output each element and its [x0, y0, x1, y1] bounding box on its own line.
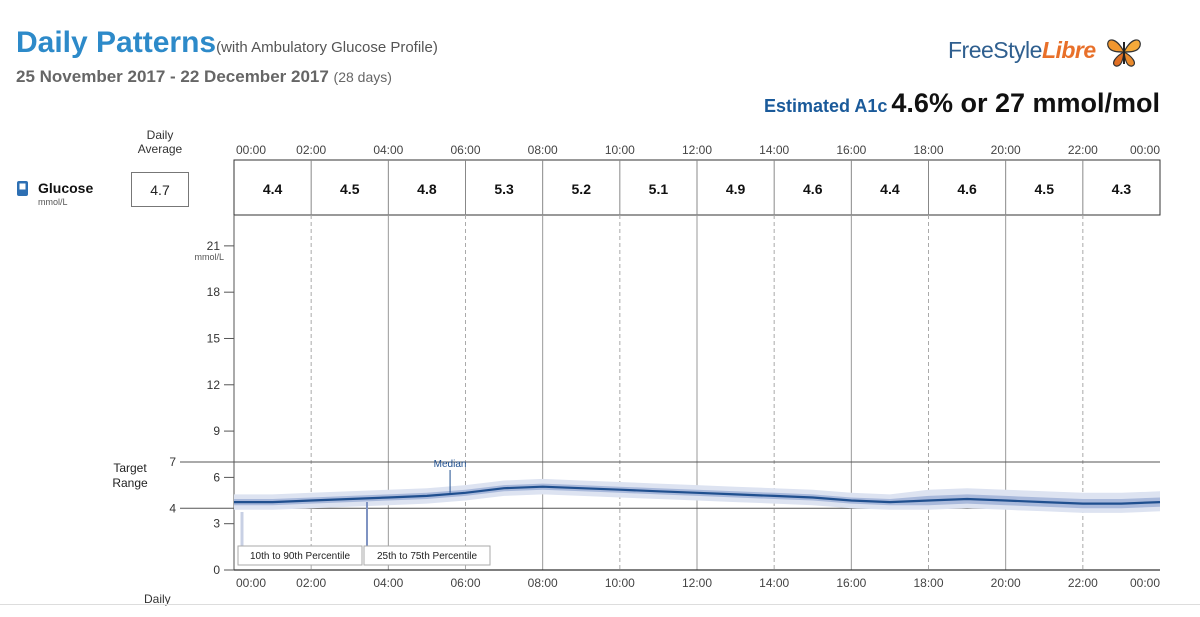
y-tick-label: 6 — [213, 470, 220, 484]
x-tick-label-top: 08:00 — [528, 143, 558, 157]
p25-75-label-box — [363, 545, 491, 566]
x-tick-label-top: 00:00 — [236, 143, 266, 157]
x-tick-label-bottom: 10:00 — [605, 576, 635, 590]
x-tick-label-bottom: 18:00 — [913, 576, 943, 590]
x-tick-label-top: 10:00 — [605, 143, 635, 157]
x-tick-label-bottom: 16:00 — [836, 576, 866, 590]
daily-footer-label: Daily — [144, 592, 171, 606]
x-tick-label-top: 06:00 — [450, 143, 480, 157]
date-range: 25 November 2017 - 22 December 2017 (28 … — [16, 67, 392, 87]
x-tick-label-bottom: 06:00 — [450, 576, 480, 590]
a1c-label: Estimated A1c — [764, 96, 888, 116]
x-tick-label-top: 22:00 — [1068, 143, 1098, 157]
hourly-average-value: 5.3 — [494, 181, 514, 197]
y-tick-label: 3 — [213, 517, 220, 531]
freestyle-libre-logo: FreeStyleLibre — [948, 34, 1144, 70]
p25-75-annotation: 25th to 75th Percentile — [377, 551, 478, 562]
x-tick-label-bottom: 02:00 — [296, 576, 326, 590]
hourly-average-value: 5.2 — [572, 181, 592, 197]
median-annotation: Median — [434, 459, 467, 470]
y-tick-label: 18 — [207, 285, 221, 299]
date-range-text: 25 November 2017 - 22 December 2017 — [16, 67, 329, 86]
hourly-average-value: 4.3 — [1112, 181, 1132, 197]
hourly-average-value: 4.4 — [880, 181, 900, 197]
x-tick-label-top: 20:00 — [991, 143, 1021, 157]
page-subtitle: (with Ambulatory Glucose Profile) — [216, 39, 438, 56]
p10-90-annotation: 10th to 90th Percentile — [250, 551, 351, 562]
hourly-average-value: 4.6 — [957, 181, 977, 197]
days-count: (28 days) — [333, 69, 392, 85]
x-tick-label-bottom: 04:00 — [373, 576, 403, 590]
x-tick-label-top: 14:00 — [759, 143, 789, 157]
glucose-sensor-icon — [17, 181, 28, 196]
bottom-divider — [0, 604, 1200, 605]
brand-accent-text: Libre — [1041, 37, 1096, 64]
title-text: Daily Patterns — [16, 26, 217, 59]
y-tick-label: 21 — [207, 239, 221, 253]
y-tick-label: 15 — [207, 331, 221, 345]
y-unit-label: mmol/L — [194, 252, 224, 262]
x-tick-label-bottom: 00:00 — [1130, 576, 1160, 590]
x-tick-label-top: 00:00 — [1130, 143, 1160, 157]
daily-average-header: Daily Average — [137, 128, 183, 156]
x-tick-label-bottom: 12:00 — [682, 576, 712, 590]
hourly-average-value: 4.6 — [803, 181, 823, 197]
brand-main-text: FreeStyle — [948, 37, 1042, 64]
hourly-average-value: 4.4 — [263, 181, 283, 197]
y-tick-label: 9 — [213, 424, 220, 438]
estimated-a1c: Estimated A1c 4.6% or 27 mmol/mol — [764, 88, 1160, 119]
y-tick-label: 4 — [169, 501, 176, 515]
a1c-value: 4.6% or 27 mmol/mol — [891, 88, 1160, 118]
x-tick-label-top: 04:00 — [373, 143, 403, 157]
hourly-average-value: 4.8 — [417, 181, 437, 197]
median-line — [234, 485, 1161, 505]
hourly-average-value: 4.5 — [340, 181, 360, 197]
x-tick-label-top: 12:00 — [682, 143, 712, 157]
target-range-label: Target Range — [112, 461, 148, 490]
page-title: Daily Patterns(with Ambulatory Glucose P… — [16, 26, 438, 60]
x-tick-label-bottom: 08:00 — [528, 576, 558, 590]
x-tick-label-bottom: 00:00 — [236, 576, 266, 590]
x-tick-label-bottom: 22:00 — [1068, 576, 1098, 590]
y-tick-label: 7 — [169, 455, 176, 469]
percentile-25-75-band — [234, 483, 1160, 509]
x-tick-label-top: 18:00 — [913, 143, 943, 157]
hourly-average-value: 5.1 — [649, 181, 669, 197]
y-tick-label: 0 — [213, 563, 220, 577]
p10-90-label-box — [237, 545, 363, 566]
x-tick-label-top: 02:00 — [296, 143, 326, 157]
x-tick-label-bottom: 14:00 — [759, 576, 789, 590]
x-tick-label-bottom: 20:00 — [991, 576, 1021, 590]
butterfly-icon — [1106, 39, 1141, 67]
glucose-unit: mmol/L — [38, 197, 68, 207]
y-tick-label: 12 — [207, 378, 221, 392]
glucose-label: Glucose — [38, 180, 94, 196]
hourly-average-value: 4.9 — [726, 181, 746, 197]
x-tick-label-top: 16:00 — [836, 143, 866, 157]
hourly-average-value: 4.5 — [1035, 181, 1055, 197]
daily-average-value: 4.7 — [131, 172, 189, 207]
